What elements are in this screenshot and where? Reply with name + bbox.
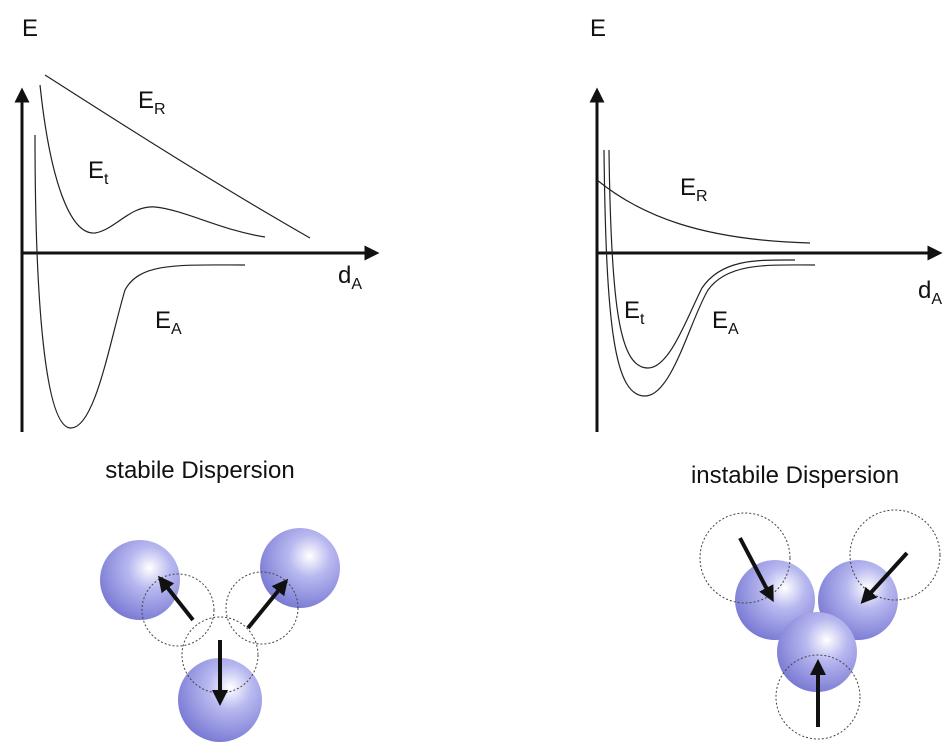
curve-label: Et — [624, 297, 645, 328]
range-circle — [181, 616, 259, 694]
x-label: dA — [338, 262, 362, 293]
range-circle — [699, 512, 791, 604]
label-sub: t — [104, 171, 109, 188]
range-circle — [141, 573, 215, 647]
arrow — [246, 578, 289, 630]
label-base: E — [680, 174, 696, 201]
curve-er — [596, 179, 811, 244]
particle — [777, 612, 857, 692]
curve-et — [608, 149, 796, 369]
curve-label: EA — [712, 307, 739, 338]
caption: instabile Dispersion — [691, 462, 899, 489]
label-sub: R — [154, 101, 166, 118]
curve-et — [39, 84, 266, 238]
label-sub: t — [640, 311, 645, 328]
label-base: E — [88, 157, 104, 184]
curve-label: Et — [88, 157, 109, 188]
y-label: E — [22, 15, 38, 42]
y-label: E — [590, 15, 606, 42]
curve-er — [44, 74, 311, 239]
curve-label: ER — [680, 174, 708, 205]
panel-unstable: E dA ER Et EA instabile Dispersion — [589, 15, 943, 740]
x-label: dA — [918, 277, 942, 308]
range-circle — [849, 509, 941, 601]
label-sub: A — [728, 321, 739, 338]
x-label-sub: A — [351, 276, 362, 293]
x-label-base: d — [338, 262, 351, 289]
label-sub: A — [171, 321, 182, 338]
arrow — [860, 551, 909, 604]
curve-label: ER — [138, 87, 166, 118]
particle — [100, 540, 180, 620]
label-base: E — [138, 87, 154, 114]
curve-ea — [603, 149, 816, 397]
caption: stabile Dispersion — [105, 457, 294, 484]
label-base: E — [712, 307, 728, 334]
x-label-base: d — [918, 277, 931, 304]
curve-ea — [34, 134, 246, 429]
arrow — [738, 537, 774, 603]
x-label-sub: A — [931, 291, 942, 308]
label-base: E — [624, 297, 640, 324]
curve-label: EA — [155, 307, 182, 338]
label-sub: R — [696, 188, 708, 205]
range-circle — [225, 571, 299, 645]
label-base: E — [155, 307, 171, 334]
range-circle — [775, 654, 861, 740]
arrow — [158, 575, 195, 622]
panel-stable: E dA ER Et EA stabile Dispersion — [14, 15, 380, 742]
